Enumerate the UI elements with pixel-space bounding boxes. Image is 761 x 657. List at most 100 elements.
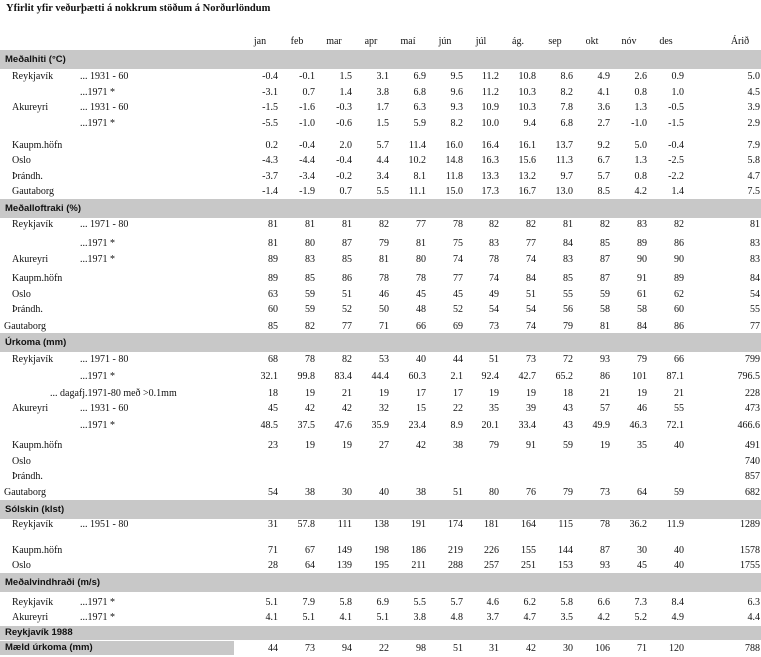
table-cell: 10.3 [518,87,537,98]
table-cell: -3.4 [299,171,315,182]
table-cell: -3.7 [262,171,278,182]
table-cell: 1.4 [671,186,685,197]
month-header: okt [585,36,599,47]
table-cell: 87 [600,273,610,284]
table-cell: 87.1 [666,371,685,382]
table-cell: 81 [563,219,573,230]
table-cell: 4.1 [265,612,279,623]
table-cell: 5.2 [634,612,648,623]
table-cell: 4.6 [486,597,500,608]
table-cell: 21 [342,388,352,399]
table-cell: 4.2 [597,612,611,623]
table-cell: 3.6 [597,102,611,113]
table-cell: 55 [563,289,573,300]
table-cell: 19 [600,440,610,451]
table-cell: 9.4 [523,118,537,129]
table-cell: 66 [416,321,426,332]
table-cell: 16.3 [481,155,500,166]
section-header: Reykjavík 1988 [0,626,761,640]
table-cell: 91 [526,440,536,451]
station-label: Þrándh. [12,471,43,482]
table-cell: 2.0 [339,140,353,151]
table-cell: 84 [526,273,536,284]
table-cell: 139 [337,560,352,571]
month-header: apr [364,36,378,47]
table-cell: 92.4 [481,371,500,382]
annual-cell: 7.5 [747,186,761,197]
annual-cell: 796.5 [737,371,761,382]
section-title: Sólskin (klst) [5,504,65,515]
table-cell: 72 [563,354,573,365]
table-cell: 4.4 [376,155,390,166]
period-label: ...1971 * [80,238,115,249]
table-cell: 72.1 [666,420,685,431]
station-label: Akureyri [12,102,49,113]
table-cell: 17 [453,388,463,399]
table-cell: 71 [637,643,647,654]
table-cell: 4.7 [523,612,537,623]
table-cell: 19 [526,388,536,399]
table-cell: 90 [674,254,684,265]
table-cell: 79 [563,487,573,498]
table-cell: 19 [305,440,315,451]
table-cell: 61 [637,289,647,300]
table-cell: 7.8 [560,102,574,113]
month-header: jan [253,36,267,47]
station-label: Þrándh. [12,304,43,315]
table-cell: 8.2 [560,87,574,98]
table-cell: 164 [521,519,536,530]
table-cell: 5.5 [413,597,427,608]
table-cell: 37.5 [297,420,316,431]
section-header: Meðalloftraki (%) [0,199,761,218]
table-cell: -0.4 [668,140,684,151]
table-cell: 1.0 [671,87,685,98]
table-cell: 19 [637,388,647,399]
table-cell: 21 [674,388,684,399]
period-label: ... 1931 - 60 [80,102,129,113]
annual-cell: 7.9 [747,140,761,151]
annual-cell: 4.5 [747,87,761,98]
table-cell: 0.9 [671,71,685,82]
annual-cell: 682 [745,487,760,498]
table-cell: 74 [526,254,536,265]
table-cell: 10.8 [518,71,537,82]
table-cell: -0.5 [668,102,684,113]
period-label: ... 1951 - 80 [80,519,129,530]
table-cell: 82 [526,219,536,230]
station-label: Oslo [12,289,31,300]
table-cell: 73 [305,643,315,654]
table-cell: 82 [342,354,352,365]
table-cell: 3.5 [560,612,574,623]
table-cell: 63 [268,289,278,300]
table-cell: 44 [268,643,278,654]
table-cell: 288 [448,560,463,571]
annual-cell: 5.0 [747,71,761,82]
table-cell: 11.2 [481,71,499,82]
table-cell: 77 [453,273,463,284]
table-cell: 6.6 [597,597,611,608]
table-cell: 40 [416,354,426,365]
month-header: nóv [621,36,637,47]
table-cell: 85 [600,238,610,249]
table-cell: 111 [337,519,352,530]
table-cell: 85 [305,273,315,284]
table-cell: 15.6 [518,155,537,166]
table-cell: 48 [416,304,426,315]
annual-cell: 6.3 [747,597,761,608]
table-cell: 20.1 [481,420,500,431]
table-cell: 13.7 [555,140,574,151]
table-cell: 78 [379,273,389,284]
table-cell: 8.4 [671,597,685,608]
period-label: ...1971 * [80,612,115,623]
table-cell: 89 [637,238,647,249]
table-cell: -0.6 [336,118,352,129]
table-cell: 8.5 [597,186,611,197]
table-cell: 251 [521,560,536,571]
table-cell: 38 [453,440,463,451]
station-label: Oslo [12,560,31,571]
section-title: Meðalvindhraði (m/s) [5,577,101,588]
station-label: Þrándh. [12,171,43,182]
section-title: Meðalloftraki (%) [5,203,82,214]
table-cell: 42.7 [518,371,537,382]
table-cell: -0.4 [262,71,278,82]
